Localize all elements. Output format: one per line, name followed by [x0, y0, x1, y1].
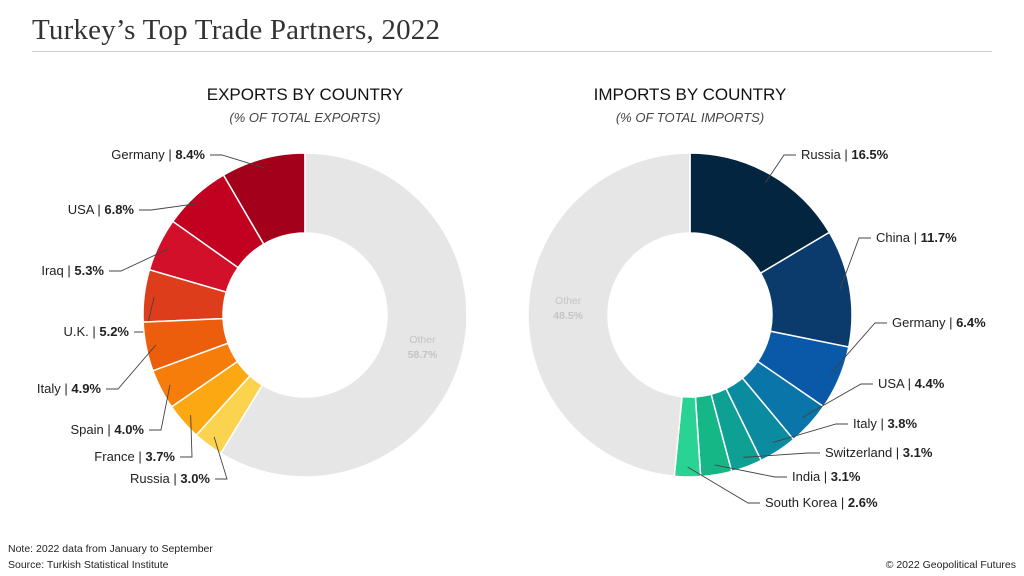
- imports-leader-usa: [802, 383, 873, 418]
- imports-leader-italy: [772, 423, 848, 444]
- exports-label-usa: USA | 6.8%: [68, 202, 135, 217]
- exports-label-france: France | 3.7%: [94, 449, 175, 464]
- exports-leader-iraq: [109, 248, 169, 272]
- exports-leader-germany: [210, 154, 266, 169]
- exports-label-spain: Spain | 4.0%: [71, 422, 145, 437]
- exports-label-italy: Italy | 4.9%: [37, 381, 102, 396]
- imports-slice-other: [527, 152, 691, 478]
- imports-value-russia: 16.5%: [851, 147, 888, 162]
- exports-label-u-k: U.K. | 5.2%: [63, 324, 129, 339]
- exports-label-germany: Germany | 8.4%: [111, 147, 205, 162]
- imports-value-italy: 3.8%: [887, 416, 917, 431]
- exports-chart-title: EXPORTS BY COUNTRY: [207, 85, 404, 104]
- imports-leader-germany: [829, 322, 887, 375]
- imports-value-germany: 6.4%: [956, 315, 986, 330]
- imports-value-south-korea: 2.6%: [848, 495, 878, 510]
- footer-note: Note: 2022 data from January to Septembe…: [8, 543, 213, 555]
- imports-label-china: China | 11.7%: [876, 230, 957, 245]
- exports-leader-spain: [149, 384, 171, 431]
- page-title: Turkey’s Top Trade Partners, 2022: [32, 14, 441, 46]
- exports-leader-france: [180, 415, 193, 458]
- title-divider: [32, 51, 992, 52]
- footer-source: Source: Turkish Statistical Institute: [8, 559, 169, 571]
- imports-value-china: 11.7%: [921, 230, 958, 245]
- exports-value-france: 3.7%: [145, 449, 175, 464]
- imports-leader-russia: [764, 154, 796, 184]
- exports-value-germany: 8.4%: [175, 147, 205, 162]
- exports-value-u-k: 5.2%: [99, 324, 129, 339]
- imports-leader-china: [839, 237, 871, 290]
- imports-donut-chart: IMPORTS BY COUNTRY (% OF TOTAL IMPORTS) Ru…: [527, 85, 986, 510]
- imports-leader-south-korea: [687, 466, 760, 504]
- footer-copyright: © 2022 Geopolitical Futures: [885, 559, 1016, 571]
- exports-leader-usa: [139, 202, 203, 211]
- imports-label-india: India | 3.1%: [792, 469, 861, 484]
- exports-slice-other: [219, 152, 468, 478]
- imports-value-india: 3.1%: [831, 469, 861, 484]
- exports-value-other: 58.7%: [408, 349, 438, 361]
- imports-label-germany: Germany | 6.4%: [892, 315, 986, 330]
- exports-label-russia: Russia | 3.0%: [130, 471, 210, 486]
- imports-label-russia: Russia | 16.5%: [801, 147, 889, 162]
- exports-value-usa: 6.8%: [104, 202, 134, 217]
- imports-chart-title: IMPORTS BY COUNTRY: [594, 85, 787, 104]
- imports-label-other: Other: [555, 295, 582, 307]
- imports-leader-switzerland: [743, 452, 820, 458]
- exports-chart-subtitle: (% OF TOTAL EXPORTS): [229, 110, 380, 125]
- exports-label-iraq: Iraq | 5.3%: [41, 263, 104, 278]
- imports-value-switzerland: 3.1%: [903, 445, 933, 460]
- exports-label-other: Other: [409, 334, 436, 346]
- imports-chart-subtitle: (% OF TOTAL IMPORTS): [616, 110, 764, 125]
- exports-value-spain: 4.0%: [114, 422, 144, 437]
- exports-value-italy: 4.9%: [71, 381, 101, 396]
- imports-label-switzerland: Switzerland | 3.1%: [825, 445, 933, 460]
- exports-value-russia: 3.0%: [180, 471, 210, 486]
- imports-label-italy: Italy | 3.8%: [853, 416, 918, 431]
- exports-donut-chart: EXPORTS BY COUNTRY (% OF TOTAL EXPORTS) Ge…: [37, 85, 468, 486]
- imports-label-south-korea: South Korea | 2.6%: [765, 495, 878, 510]
- imports-value-usa: 4.4%: [915, 376, 945, 391]
- exports-leader-italy: [106, 344, 157, 390]
- imports-label-usa: USA | 4.4%: [878, 376, 945, 391]
- exports-leader-russia: [213, 436, 228, 480]
- exports-value-iraq: 5.3%: [74, 263, 104, 278]
- imports-value-other: 48.5%: [553, 310, 583, 322]
- imports-leader-india: [714, 464, 787, 478]
